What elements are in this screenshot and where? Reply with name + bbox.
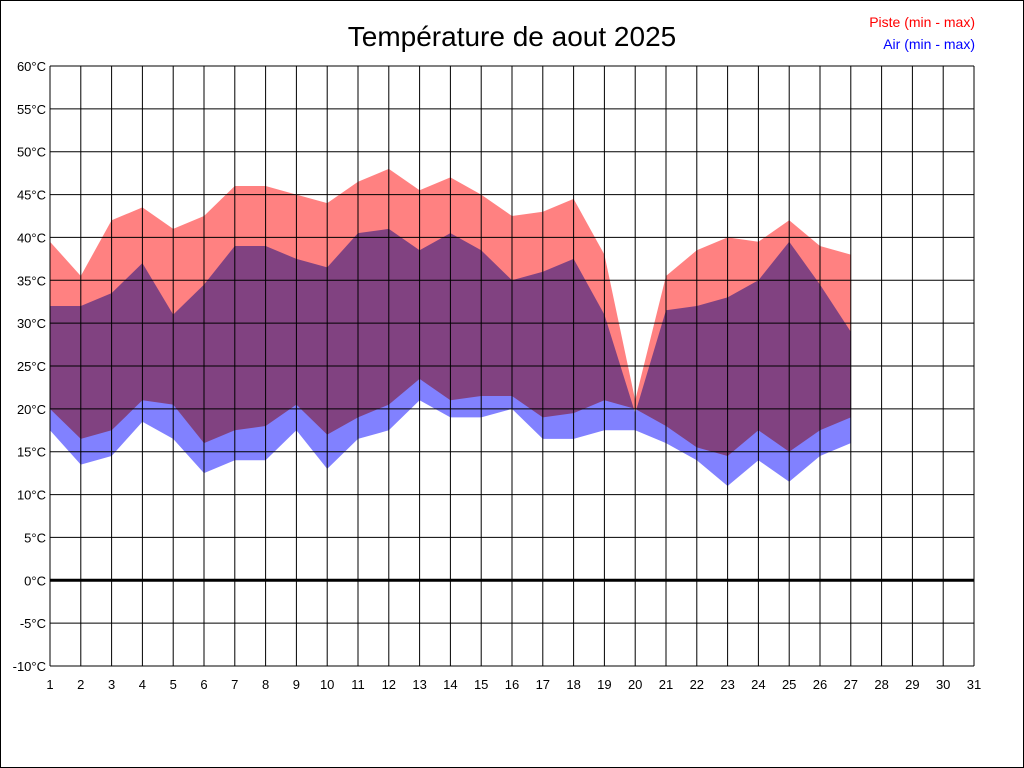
x-tick-label: 12 (382, 677, 396, 692)
x-tick-label: 26 (813, 677, 827, 692)
x-tick-label: 30 (936, 677, 950, 692)
x-tick-label: 15 (474, 677, 488, 692)
x-tick-label: 7 (231, 677, 238, 692)
x-tick-label: 1 (46, 677, 53, 692)
y-tick-label: 35°C (17, 273, 46, 288)
y-axis-ticks: 60°C 55°C 50°C 45°C 40°C 35°C 30°C 25°C 20°C 15°C… (13, 59, 46, 674)
legend-air: Air (min - max) (883, 36, 975, 52)
chart-title: Température de aout 2025 (348, 21, 676, 52)
x-tick-label: 3 (108, 677, 115, 692)
x-tick-label: 29 (905, 677, 919, 692)
x-tick-label: 2 (77, 677, 84, 692)
x-tick-label: 31 (967, 677, 981, 692)
legend-piste: Piste (min - max) (869, 14, 975, 30)
grid-lines (49, 65, 975, 667)
y-tick-label: 25°C (17, 359, 46, 374)
y-tick-label: 30°C (17, 316, 46, 331)
x-tick-label: 17 (536, 677, 550, 692)
x-tick-label: 25 (782, 677, 796, 692)
x-axis-ticks: 1 2 3 4 5 6 7 8 9 10 11 12 13 14 15 16 17 18 19 20 21 22 23 24 2… (46, 677, 981, 692)
x-tick-label: 19 (597, 677, 611, 692)
x-tick-label: 28 (874, 677, 888, 692)
x-tick-label: 21 (659, 677, 673, 692)
x-tick-label: 16 (505, 677, 519, 692)
x-tick-label: 13 (412, 677, 426, 692)
y-tick-label: 10°C (17, 488, 46, 503)
x-tick-label: 24 (751, 677, 765, 692)
x-tick-label: 4 (139, 677, 146, 692)
y-tick-label: 40°C (17, 230, 46, 245)
x-tick-label: 9 (293, 677, 300, 692)
x-tick-label: 14 (443, 677, 457, 692)
y-tick-label: 0°C (24, 573, 46, 588)
x-tick-label: 23 (720, 677, 734, 692)
x-tick-label: 11 (351, 677, 365, 692)
y-tick-label: -10°C (13, 659, 46, 674)
y-tick-label: 50°C (17, 145, 46, 160)
x-tick-label: 18 (566, 677, 580, 692)
y-tick-label: 20°C (17, 402, 46, 417)
y-tick-label: 15°C (17, 445, 46, 460)
x-tick-label: 27 (844, 677, 858, 692)
y-tick-label: 5°C (24, 530, 46, 545)
x-tick-label: 5 (170, 677, 177, 692)
y-tick-label: 60°C (17, 59, 46, 74)
x-tick-label: 20 (628, 677, 642, 692)
y-tick-label: 55°C (17, 102, 46, 117)
x-tick-label: 22 (690, 677, 704, 692)
x-tick-label: 10 (320, 677, 334, 692)
x-tick-label: 8 (262, 677, 269, 692)
y-tick-label: -5°C (20, 616, 46, 631)
x-tick-label: 6 (200, 677, 207, 692)
y-tick-label: 45°C (17, 188, 46, 203)
